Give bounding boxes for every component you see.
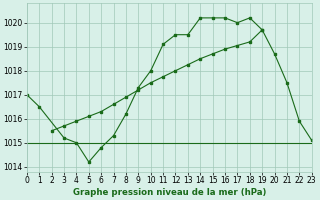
X-axis label: Graphe pression niveau de la mer (hPa): Graphe pression niveau de la mer (hPa) <box>73 188 266 197</box>
